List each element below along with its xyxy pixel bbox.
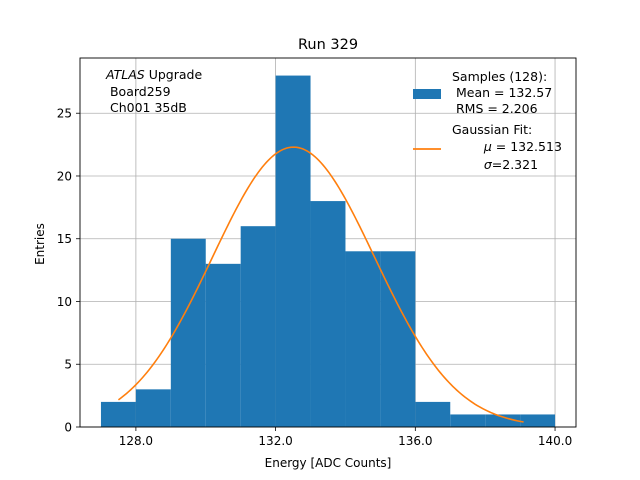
y-tick-label: 10: [57, 295, 72, 309]
y-tick-label: 5: [64, 358, 72, 372]
histogram-bar: [100, 401, 136, 427]
legend: Samples (128): Mean = 132.57 RMS = 2.206…: [413, 69, 582, 172]
mu-value: = 132.513: [492, 139, 562, 154]
y-tick-label: 15: [57, 232, 72, 246]
atlas-annotation: ATLAS Upgrade Board259 Ch001 35dB: [105, 67, 202, 115]
plot-frame: [79, 57, 577, 428]
legend-fit-sigma: σ=2.321: [456, 157, 558, 172]
y-tick-label: 20: [57, 169, 72, 183]
histogram-bar: [170, 238, 206, 427]
x-tick-label: 128.0: [119, 434, 153, 448]
legend-samples-title: Samples (128):: [452, 69, 547, 84]
mu-symbol: μ: [483, 139, 492, 154]
x-tick-label: 132.0: [258, 434, 292, 448]
sigma-value: =2.321: [492, 157, 538, 172]
histogram-bar: [135, 389, 171, 427]
histogram-bar: [520, 414, 556, 427]
channel-label: Ch001 35dB: [106, 100, 187, 115]
x-tick-label: 136.0: [398, 434, 432, 448]
y-axis-label: Entries: [33, 223, 47, 265]
legend-samples-swatch: [413, 89, 441, 99]
legend-fit-title: Gaussian Fit:: [452, 122, 532, 137]
legend-fit-mu: μ = 132.513: [456, 139, 582, 154]
histogram-bar: [310, 201, 346, 427]
upgrade-word: Upgrade: [145, 67, 203, 82]
histogram-bar: [205, 263, 241, 427]
legend-samples-mean: Mean = 132.57: [452, 85, 552, 100]
board-label: Board259: [106, 84, 171, 99]
svg-text:ATLAS Upgrade: ATLAS Upgrade: [105, 67, 202, 82]
legend-samples-rms: RMS = 2.206: [452, 101, 538, 116]
histogram-bar: [345, 251, 381, 427]
histogram-bar: [380, 251, 416, 427]
x-axis-label: Energy [ADC Counts]: [265, 456, 392, 470]
sigma-symbol: σ: [484, 157, 493, 172]
chart-title: Run 329: [298, 37, 358, 53]
atlas-word: ATLAS: [105, 67, 145, 82]
x-tick-label: 140.0: [538, 434, 572, 448]
y-tick-label: 25: [57, 107, 72, 121]
histogram-bar: [485, 414, 521, 427]
gaussian-fit-curve: [117, 146, 524, 423]
y-tick-label: 0: [64, 421, 72, 435]
histogram-bar: [275, 75, 311, 428]
histogram-bar: [240, 226, 276, 427]
histogram-bar: [450, 414, 486, 427]
histogram-bar: [415, 401, 451, 427]
